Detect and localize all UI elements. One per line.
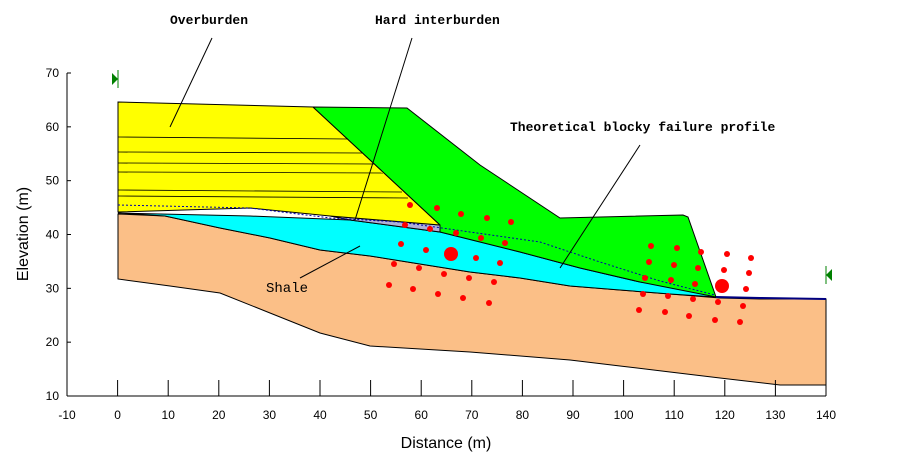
y-tick-label: 50 [46, 174, 60, 188]
x-tick-label: 80 [516, 408, 530, 422]
x-axis-label: Distance (m) [401, 435, 492, 452]
x-tick-label: 100 [614, 408, 634, 422]
overburden-label: Overburden [170, 13, 248, 28]
y-tick-label: 60 [46, 120, 60, 134]
x-tick-label: 70 [465, 408, 479, 422]
x-tick-label: 130 [765, 408, 785, 422]
x-tick-label: 110 [665, 408, 684, 422]
x-tick-label: 30 [263, 408, 277, 422]
y-axis-label: Elevation (m) [15, 187, 32, 281]
x-tick-label: 60 [415, 408, 429, 422]
failure-profile-label: Theoretical blocky failure profile [510, 120, 775, 135]
x-tick-label: 40 [313, 408, 327, 422]
y-tick-label: 10 [46, 389, 60, 403]
y-tick-label: 70 [46, 66, 60, 80]
x-tick-label: 90 [566, 408, 580, 422]
x-tick-label: 10 [162, 408, 176, 422]
x-tick-label: 50 [364, 408, 378, 422]
x-tick-label: 140 [816, 408, 836, 422]
hard-interburden-label: Hard interburden [375, 13, 500, 28]
y-tick-label: 20 [46, 335, 60, 349]
geology [118, 102, 826, 385]
x-tick-label: 20 [212, 408, 226, 422]
shale-label: Shale [266, 281, 308, 297]
section-diagram: Overburden Hard interburden Theoretical … [0, 0, 923, 459]
y-tick-label: 40 [46, 228, 60, 242]
x-tick-label: 0 [114, 408, 121, 422]
y-tick-label: 30 [46, 281, 60, 295]
x-tick-label: -10 [58, 408, 76, 422]
x-tick-label: 120 [715, 408, 735, 422]
